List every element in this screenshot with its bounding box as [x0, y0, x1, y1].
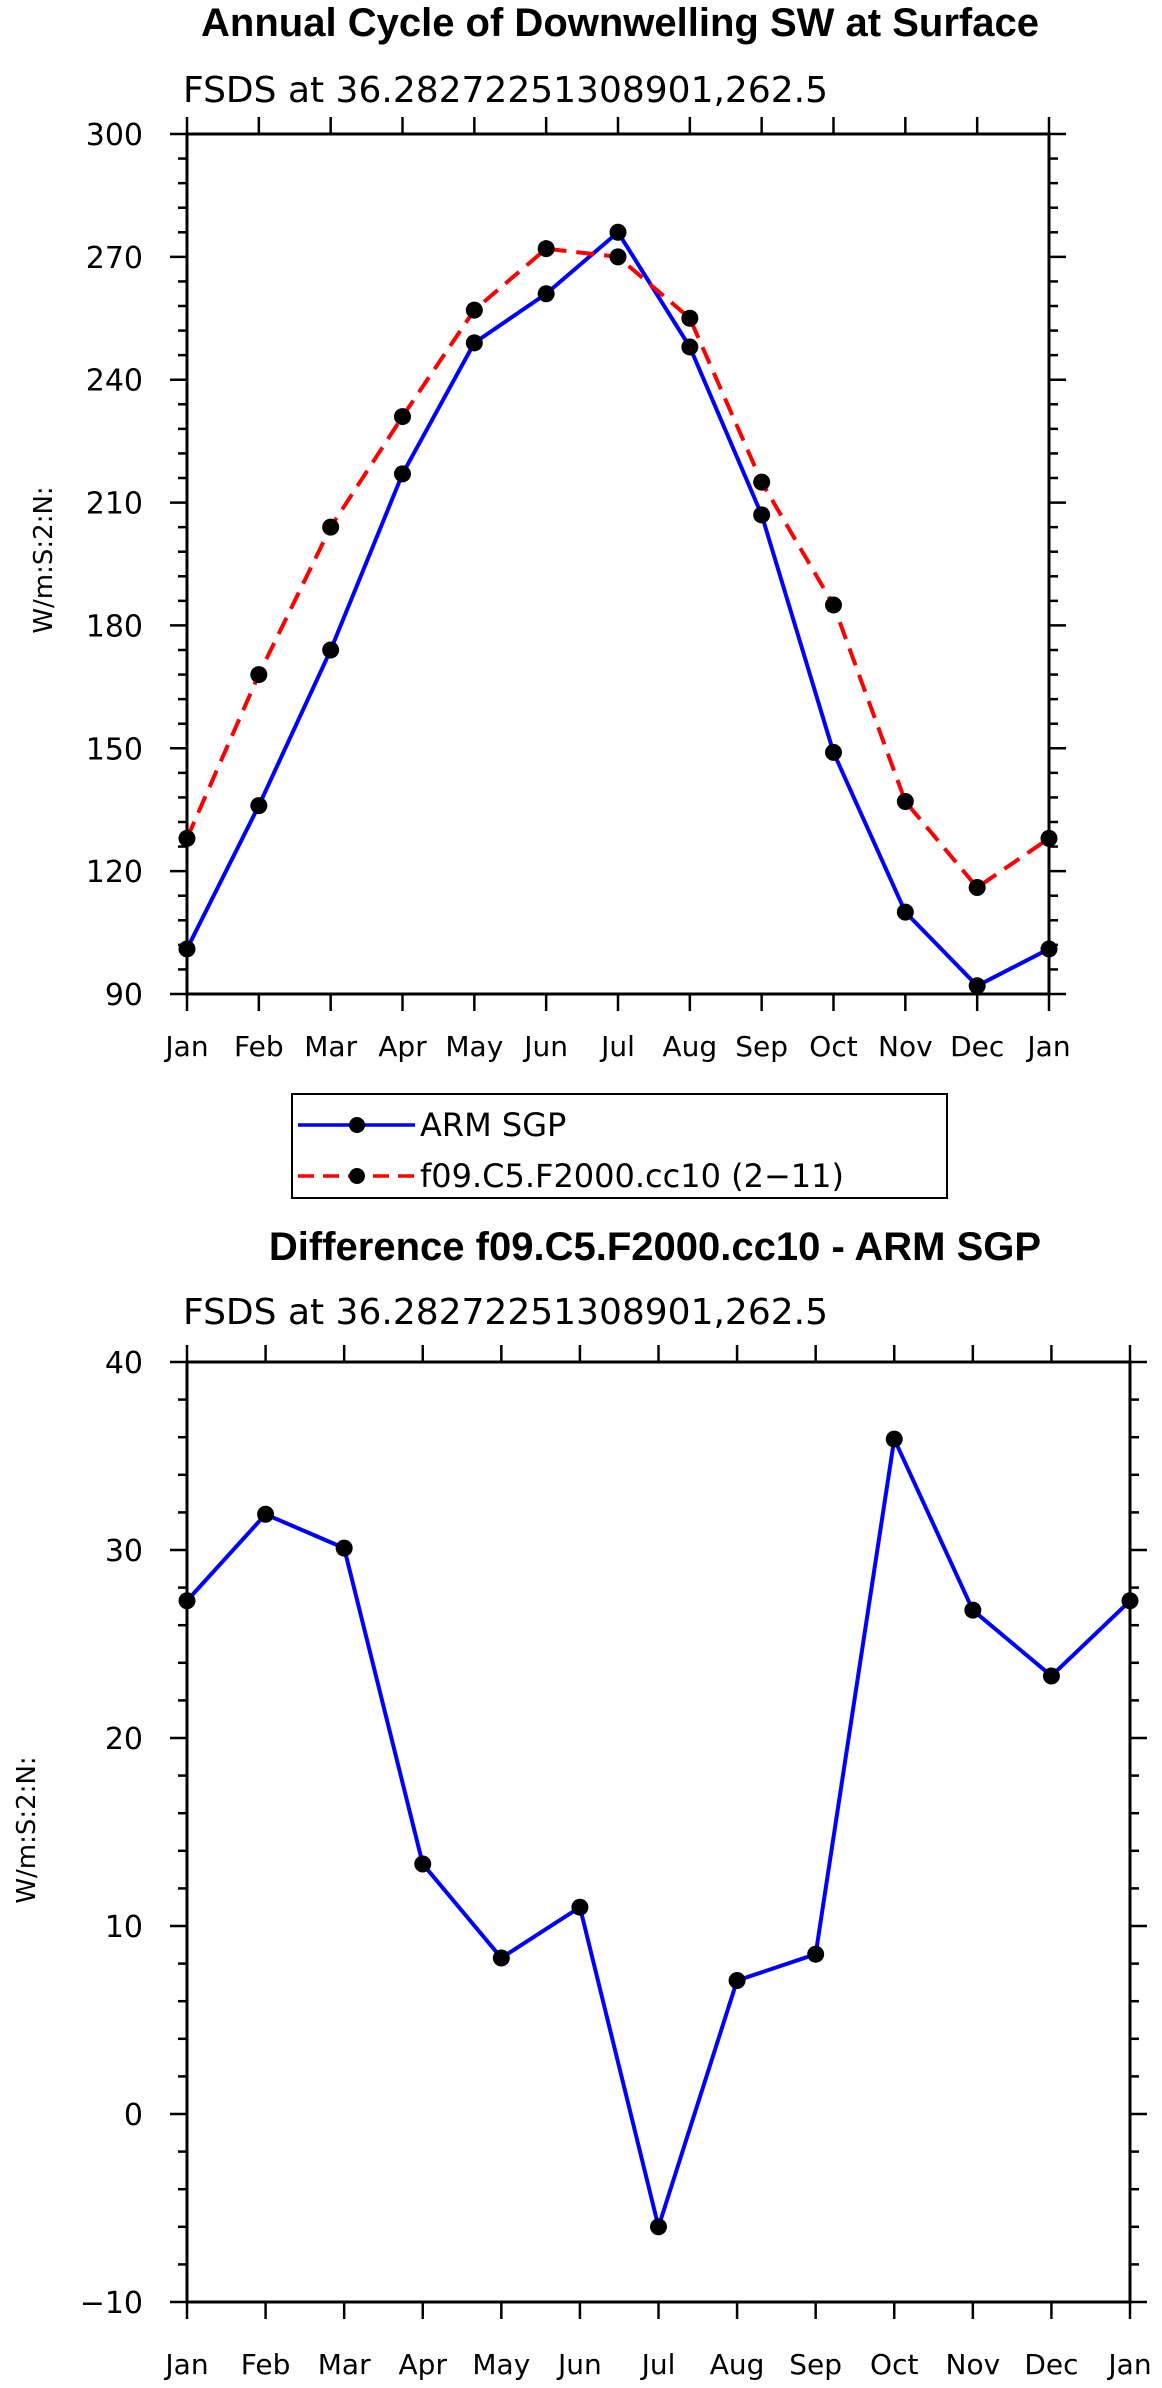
- chart1-series-0-point: [537, 285, 555, 303]
- chart1-series-0-point: [394, 465, 411, 483]
- chart1-x-tick-label: Apr: [378, 1030, 427, 1063]
- chart1-series-0-point: [250, 797, 268, 815]
- chart2-x-tick-label: Jan: [163, 2348, 208, 2381]
- chart2-title: Difference f09.C5.F2000.cc10 - ARM SGP: [269, 1225, 1041, 1269]
- chart2-series-0-point: [414, 1855, 432, 1873]
- chart1-series-1-point: [825, 596, 842, 614]
- chart1-x-tick-label: Jan: [163, 1030, 208, 1063]
- chart1-series-1-point: [465, 301, 483, 319]
- chart1-x-tick-label: Jun: [522, 1030, 568, 1063]
- chart2-frame: [185, 1360, 1132, 2304]
- chart1-y-tick-label: 180: [86, 609, 143, 644]
- chart2-x-tick-label: Nov: [946, 2348, 1001, 2381]
- chart1-series-0-point: [609, 223, 627, 241]
- chart1-series-0-point: [968, 977, 986, 995]
- chart1-series-0-point: [465, 334, 483, 352]
- chart1-x-tick-label: Nov: [878, 1030, 933, 1063]
- chart1-x-tick-label: Aug: [662, 1030, 717, 1063]
- chart2-x-tick-label: Jun: [556, 2348, 602, 2381]
- chart1-y-tick-label: 270: [86, 241, 143, 276]
- chart2-series-line-0: [185, 1437, 1132, 2229]
- chart2-x-tick-label: Mar: [318, 2348, 371, 2381]
- chart1-x-tick-label: Sep: [735, 1030, 788, 1063]
- chart1-x-tick-label: Jul: [599, 1030, 635, 1063]
- chart1-series-0-point: [896, 903, 914, 921]
- chart1-series-0-point: [322, 641, 340, 659]
- chart2-x-tick-label: Apr: [399, 2348, 448, 2381]
- chart1-y-tick-label: 90: [105, 978, 143, 1013]
- chart1-legend: ARM SGP f09.C5.F2000.cc10 (2−11): [291, 1093, 948, 1199]
- chart2-y-tick-label: −10: [80, 2286, 143, 2321]
- chart2-x-tick-label: Sep: [789, 2348, 842, 2381]
- chart2-y-tick-label: 10: [105, 1910, 143, 1945]
- chart2-series-0-point: [335, 1539, 353, 1557]
- chart1-series-1-point: [896, 793, 914, 811]
- chart2-x-tick-label: Jan: [1106, 2348, 1151, 2381]
- chart1-series-1-point: [753, 473, 771, 491]
- chart2-y-axis-label: W/m:S:2:N:: [12, 1756, 42, 1903]
- chart2-series-0-point: [885, 1430, 903, 1448]
- chart2-series-0-point: [571, 1898, 589, 1916]
- chart1-axes: Jan Feb Mar Apr May Jun Jul Aug Sep Oct Nov Dec Jan 9…: [86, 117, 1071, 1063]
- chart1-y-tick-label: 150: [86, 732, 143, 767]
- chart1-x-tick-label: Dec: [950, 1030, 1004, 1063]
- chart1-series-line-1: [185, 246, 1051, 890]
- chart2-x-tick-label: Feb: [241, 2348, 291, 2381]
- difference-chart: Difference f09.C5.F2000.cc10 - ARM SGP F…: [12, 1225, 1152, 2381]
- chart1-subtitle: FSDS at 36.28272251308901,262.5: [183, 70, 828, 111]
- chart2-series-0-point: [728, 1972, 746, 1990]
- chart1-series-0-point: [825, 743, 842, 761]
- chart1-series-0-point: [681, 338, 699, 356]
- chart2-series-0-point: [1042, 1667, 1060, 1685]
- chart2-y-tick-label: 40: [105, 1346, 143, 1381]
- chart2-y-tick-label: 0: [124, 2098, 143, 2133]
- chart2-series-0-point: [650, 2218, 667, 2236]
- chart1-x-tick-label: Oct: [809, 1030, 857, 1063]
- chart1-series-1-point: [394, 408, 411, 426]
- legend-label-model: f09.C5.F2000.cc10 (2−11): [420, 1157, 844, 1195]
- chart2-series-0-point: [807, 1945, 825, 1963]
- chart1-x-tick-label: Jan: [1025, 1030, 1070, 1063]
- chart2-axes: Jan Feb Mar Apr May Jun Jul Aug Sep Oct Nov Dec Jan−…: [80, 1345, 1152, 2381]
- chart1-series-1-point: [250, 666, 268, 684]
- chart1-y-tick-label: 300: [86, 118, 143, 153]
- chart1-series-1-point: [322, 518, 340, 536]
- chart1-x-tick-label: Feb: [234, 1030, 284, 1063]
- chart2-x-tick-label: Aug: [710, 2348, 765, 2381]
- chart1-x-tick-label: Mar: [304, 1030, 357, 1063]
- chart1-series-1-point: [609, 248, 627, 266]
- chart2-series-0-point: [964, 1601, 982, 1619]
- chart1-x-tick-label: May: [445, 1030, 503, 1063]
- chart1-frame: [185, 132, 1051, 996]
- chart1-y-tick-label: 120: [86, 855, 143, 890]
- chart2-y-tick-label: 30: [105, 1534, 143, 1569]
- chart1-series-1-point: [537, 240, 555, 258]
- chart2-x-tick-label: Dec: [1024, 2348, 1078, 2381]
- legend-marker-arm-sgp: [349, 1117, 365, 1133]
- legend-marker-model: [349, 1168, 365, 1184]
- chart1-y-tick-label: 210: [86, 487, 143, 522]
- legend-box: [291, 1093, 948, 1199]
- chart1-series-1-point: [968, 879, 986, 897]
- chart1-series-line-0: [185, 230, 1050, 988]
- chart1-series-1-point: [681, 309, 699, 327]
- chart1-series-0-point: [753, 506, 771, 524]
- chart2-subtitle: FSDS at 36.28272251308901,262.5: [183, 1292, 828, 1333]
- legend-label-arm-sgp: ARM SGP: [420, 1106, 566, 1144]
- chart2-y-tick-label: 20: [105, 1722, 143, 1757]
- chart1-y-tick-label: 240: [86, 364, 143, 399]
- annual-cycle-chart: Annual Cycle of Downwelling SW at Surfac…: [29, 1, 1071, 1063]
- chart1-y-axis-label: W/m:S:2:N:: [29, 486, 59, 633]
- chart2-x-tick-label: Jul: [640, 2348, 676, 2381]
- chart2-series: [178, 1430, 1139, 2236]
- chart2-x-tick-label: May: [472, 2348, 530, 2381]
- chart1-series: [178, 223, 1058, 995]
- chart2-series-0-point: [492, 1949, 510, 1967]
- chart1-title: Annual Cycle of Downwelling SW at Surfac…: [201, 1, 1039, 45]
- chart2-series-0-point: [257, 1505, 275, 1523]
- chart2-x-tick-label: Oct: [870, 2348, 918, 2381]
